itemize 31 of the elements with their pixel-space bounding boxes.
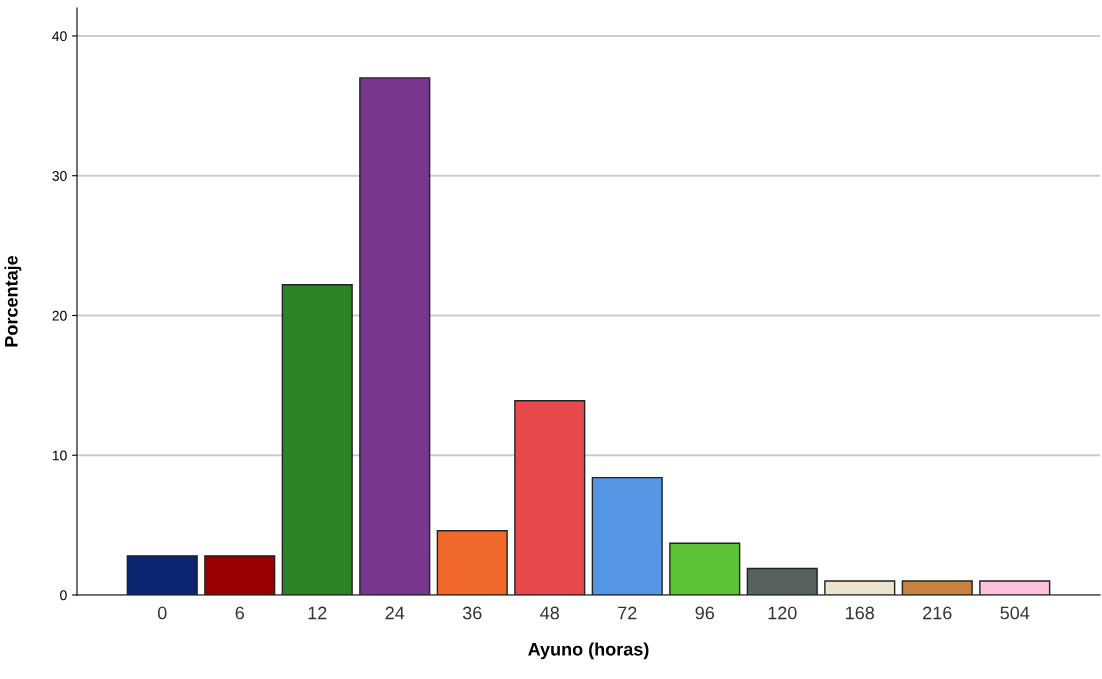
y-tick-label: 0 <box>60 590 67 601</box>
bar <box>979 580 1051 595</box>
y-tick-label: 10 <box>52 450 67 461</box>
x-tick-label: 168 <box>846 606 875 620</box>
x-tick-label: 216 <box>923 606 952 620</box>
y-tick-label: 40 <box>52 31 67 42</box>
y-tick-label: 30 <box>52 171 67 181</box>
x-tick-label: 36 <box>462 606 482 620</box>
bar <box>126 555 198 595</box>
bar <box>204 555 276 595</box>
x-tick-label: 24 <box>385 606 405 620</box>
bar <box>359 77 431 595</box>
x-tick-label: 504 <box>1000 606 1030 620</box>
y-axis-title: Porcentaje <box>4 255 22 347</box>
x-tick-label: 0 <box>157 606 167 620</box>
x-tick-label: 96 <box>695 606 714 620</box>
bar <box>901 580 973 595</box>
bar <box>746 567 818 595</box>
x-tick-label: 6 <box>235 606 244 620</box>
x-axis-title: Ayuno (horas) <box>528 642 649 660</box>
y-tick-label: 20 <box>52 310 67 321</box>
bar <box>436 530 508 595</box>
bar <box>281 284 353 595</box>
x-tick-label: 72 <box>618 606 637 620</box>
bar <box>669 542 741 595</box>
bar <box>591 476 663 595</box>
x-tick-label: 48 <box>540 606 560 620</box>
bar <box>514 400 586 595</box>
x-tick-label: 12 <box>308 606 327 620</box>
bar <box>824 580 896 595</box>
x-tick-label: 120 <box>768 606 797 620</box>
